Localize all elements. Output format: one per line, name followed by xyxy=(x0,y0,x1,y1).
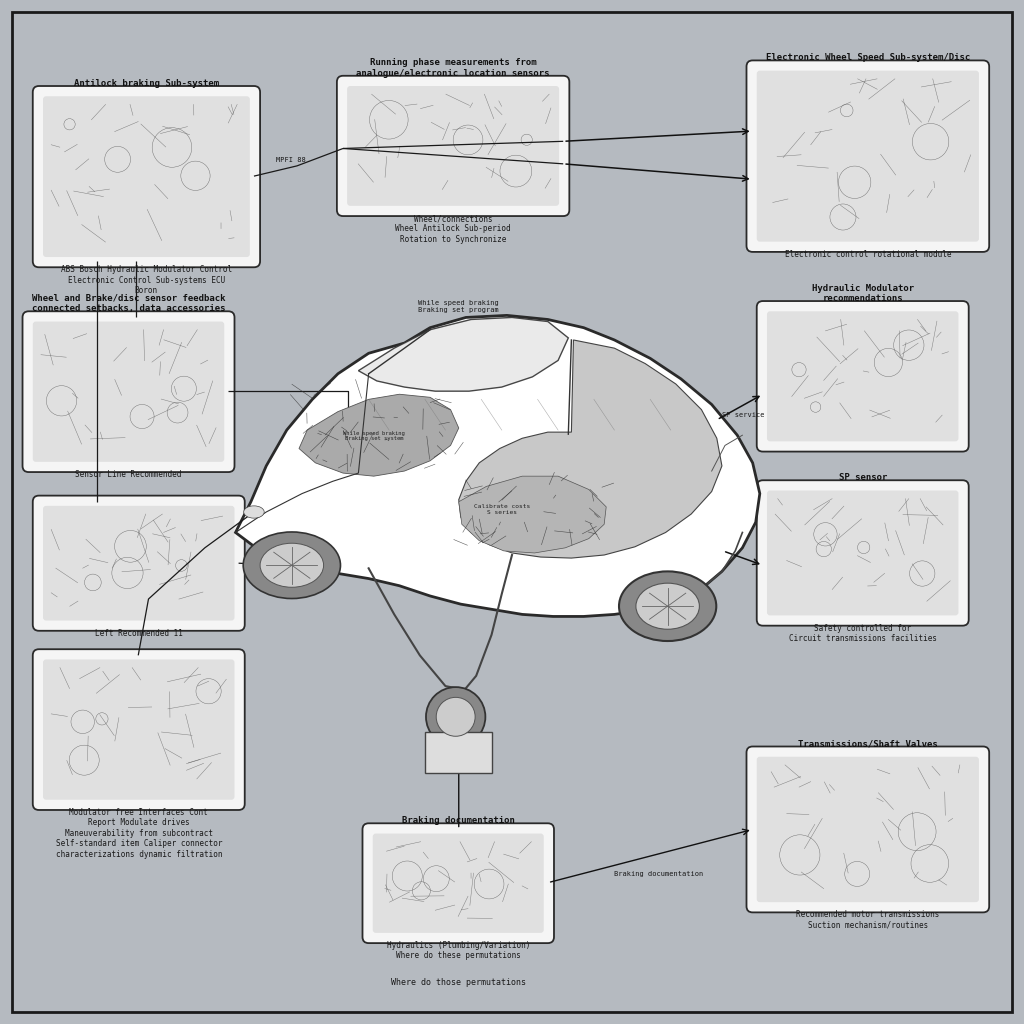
Polygon shape xyxy=(459,476,606,553)
Text: SP sensor: SP sensor xyxy=(839,473,887,482)
Text: Where do those permutations: Where do those permutations xyxy=(391,978,526,987)
Text: Left Recommended 11: Left Recommended 11 xyxy=(95,629,182,638)
Text: Hydraulic Modulator
recommendations: Hydraulic Modulator recommendations xyxy=(812,284,913,303)
FancyBboxPatch shape xyxy=(373,834,544,933)
Text: Braking documentation: Braking documentation xyxy=(401,816,515,825)
Ellipse shape xyxy=(244,506,264,518)
Ellipse shape xyxy=(426,687,485,746)
FancyBboxPatch shape xyxy=(746,746,989,912)
FancyBboxPatch shape xyxy=(757,757,979,902)
Ellipse shape xyxy=(244,532,340,598)
Text: Wheel and Brake/disc sensor feedback
connected setbacks, data accessories: Wheel and Brake/disc sensor feedback con… xyxy=(32,294,225,313)
FancyBboxPatch shape xyxy=(767,490,958,615)
Ellipse shape xyxy=(636,584,699,629)
Ellipse shape xyxy=(260,543,324,588)
FancyBboxPatch shape xyxy=(362,823,554,943)
FancyBboxPatch shape xyxy=(337,76,569,216)
Text: Electronic Wheel Speed Sub-system/Disc: Electronic Wheel Speed Sub-system/Disc xyxy=(766,53,970,62)
FancyBboxPatch shape xyxy=(33,322,224,462)
FancyBboxPatch shape xyxy=(43,659,234,800)
Polygon shape xyxy=(236,315,760,616)
Polygon shape xyxy=(459,340,722,558)
FancyBboxPatch shape xyxy=(767,311,958,441)
Text: Wheel/connections
Wheel Antilock Sub-period
Rotation to Synchronize: Wheel/connections Wheel Antilock Sub-per… xyxy=(395,214,511,244)
FancyBboxPatch shape xyxy=(23,311,234,472)
Text: While speed braking
Braking set program: While speed braking Braking set program xyxy=(419,300,499,313)
FancyBboxPatch shape xyxy=(347,86,559,206)
Text: Safety controlled for
Circuit transmissions facilities: Safety controlled for Circuit transmissi… xyxy=(788,624,937,643)
FancyBboxPatch shape xyxy=(757,480,969,626)
FancyBboxPatch shape xyxy=(746,60,989,252)
FancyBboxPatch shape xyxy=(757,71,979,242)
FancyBboxPatch shape xyxy=(757,301,969,452)
Text: ABS Bosch Hydraulic Modulator Control
Electronic Control Sub-systems ECU
Boron: ABS Bosch Hydraulic Modulator Control El… xyxy=(60,265,232,295)
Polygon shape xyxy=(299,394,459,476)
Text: Recommended motor transmissions
Suction mechanism/routines: Recommended motor transmissions Suction … xyxy=(796,910,940,930)
FancyBboxPatch shape xyxy=(43,506,234,621)
Text: SP service: SP service xyxy=(722,412,765,418)
Text: Braking documentation: Braking documentation xyxy=(614,870,703,877)
Text: Electronic control rotational module: Electronic control rotational module xyxy=(784,250,951,259)
FancyBboxPatch shape xyxy=(33,86,260,267)
Text: Transmissions/Shaft Valves: Transmissions/Shaft Valves xyxy=(798,739,938,749)
Text: Antilock braking Sub-system: Antilock braking Sub-system xyxy=(74,79,219,88)
Text: Modulator free Interfaces Cont
Report Modulate drives
Maneuverability from subco: Modulator free Interfaces Cont Report Mo… xyxy=(55,808,222,858)
Text: Hydraulics (Plumbing/Variation)
Where do these permutations: Hydraulics (Plumbing/Variation) Where do… xyxy=(386,941,530,961)
Text: Running phase measurements from
analogue/electronic location sensors: Running phase measurements from analogue… xyxy=(356,58,550,78)
FancyBboxPatch shape xyxy=(33,649,245,810)
Text: MPFI 88: MPFI 88 xyxy=(276,157,306,163)
Text: Sensor Line Recommended: Sensor Line Recommended xyxy=(76,470,181,479)
Text: While speed braking
Braking set system: While speed braking Braking set system xyxy=(343,430,404,441)
FancyBboxPatch shape xyxy=(33,496,245,631)
FancyBboxPatch shape xyxy=(43,96,250,257)
Text: Calibrate costs
S series: Calibrate costs S series xyxy=(474,504,529,515)
FancyBboxPatch shape xyxy=(425,732,492,773)
Polygon shape xyxy=(358,317,568,391)
Ellipse shape xyxy=(436,697,475,736)
Ellipse shape xyxy=(618,571,717,641)
